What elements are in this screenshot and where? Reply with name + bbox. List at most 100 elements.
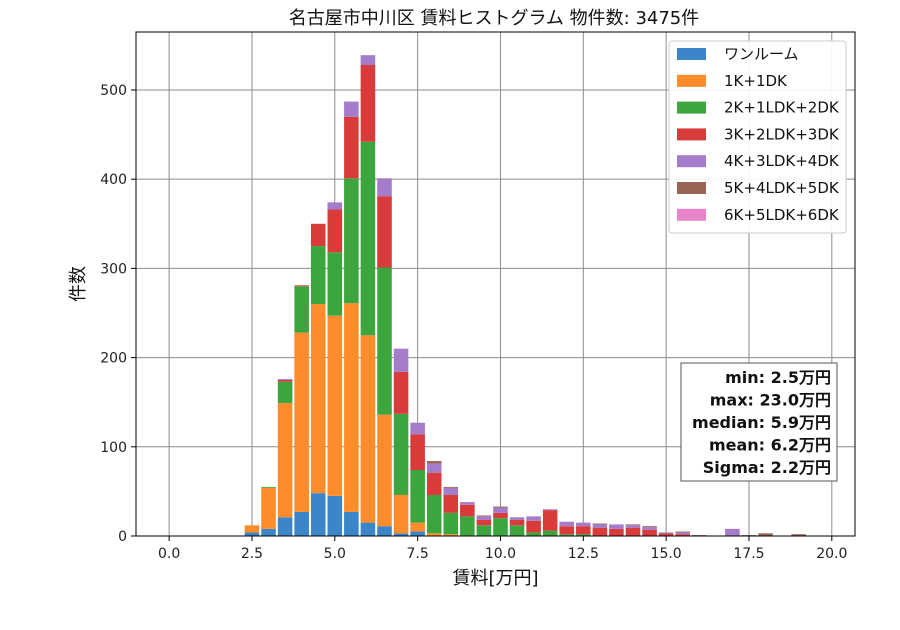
bar-segment-series-3: [576, 526, 591, 535]
bar-segment-series-2: [426, 494, 442, 534]
legend-label: 2K+1LDK+2DK: [724, 99, 840, 117]
bar-segment-series-3: [542, 510, 558, 531]
bar-segment-series-2: [377, 267, 392, 415]
x-tick-label: 7.5: [407, 546, 429, 562]
bar-segment-series-5: [476, 515, 492, 517]
bar-segment-series-4: [443, 487, 459, 495]
y-tick-label: 500: [100, 83, 127, 99]
stats-box: min: 2.5万円 max: 23.0万円 median: 5.9万円 mean: …: [680, 362, 838, 482]
bar-segment-series-1: [426, 533, 442, 536]
x-tick-label: 0.0: [158, 546, 180, 562]
bar-segment-series-3: [393, 371, 409, 414]
bar-segment-series-3: [493, 512, 508, 519]
axis-ticks: 0.0 2.5 5.0 7.5 10.0 12.5 15.0 17.5 20.0 0 100 200 3…: [100, 83, 847, 562]
x-tick-label: 5.0: [324, 546, 346, 562]
x-tick-label: 20.0: [816, 546, 847, 562]
bar-segment-series-3: [360, 65, 376, 142]
bar-segment-series-5: [642, 526, 657, 528]
bar-segment-series-0: [327, 495, 343, 536]
bars: [244, 55, 806, 536]
bar-segment-series-3: [509, 519, 525, 526]
bar-segment-series-3: [460, 504, 475, 517]
bar-segment-series-1: [310, 304, 326, 494]
bar-segment-series-3: [294, 285, 309, 287]
bar-segment-series-1: [410, 522, 425, 532]
bar-segment-series-3: [642, 529, 657, 536]
stats-line: median: 5.9万円: [692, 413, 831, 432]
legend-label: 6K+5LDK+6DK: [724, 206, 840, 224]
legend-label: ワンルーム: [724, 45, 799, 63]
y-tick-label: 400: [100, 172, 127, 188]
bar-segment-series-0: [261, 528, 276, 536]
y-axis-title: 件数: [68, 266, 89, 302]
bar-segment-series-1: [443, 534, 459, 536]
bar-segment-series-2: [393, 413, 409, 495]
bar-segment-series-1: [377, 414, 392, 527]
y-tick-label: 100: [100, 440, 127, 456]
bar-segment-series-3: [344, 116, 359, 179]
y-tick-label: 200: [100, 351, 127, 367]
legend-swatch: [677, 74, 706, 87]
bar-segment-series-1: [393, 494, 409, 534]
bar-segment-series-3: [327, 209, 343, 253]
bar-segment-series-3: [675, 534, 690, 536]
legend-label: 4K+3LDK+4DK: [724, 152, 840, 170]
bar-segment-series-3: [526, 520, 541, 533]
bar-segment-series-1: [360, 335, 376, 523]
bar-segment-series-4: [542, 509, 558, 511]
bar-segment-series-3: [592, 527, 608, 536]
bar-segment-series-2: [310, 246, 326, 305]
bar-segment-series-4: [344, 101, 359, 117]
bar-segment-series-2: [344, 178, 359, 304]
bar-segment-series-4: [559, 521, 575, 527]
legend-box: [668, 40, 847, 234]
bar-segment-series-4: [642, 527, 657, 530]
bar-segment-series-2: [410, 469, 425, 523]
x-tick-label: 17.5: [733, 546, 764, 562]
bar-segment-series-4: [410, 422, 425, 435]
bar-segment-series-4: [625, 525, 641, 528]
bar-segment-series-2: [360, 141, 376, 336]
bar-segment-series-5: [675, 531, 690, 533]
chart-title: 名古屋市中川区 賃料ヒストグラム 物件数: 3475件: [289, 8, 700, 29]
bar-segment-series-4: [675, 532, 690, 535]
bar-segment-series-2: [327, 252, 343, 316]
x-tick-label: 2.5: [241, 546, 263, 562]
bar-segment-series-1: [294, 332, 309, 512]
bar-segment-series-0: [244, 532, 260, 536]
bar-segment-series-0: [377, 526, 392, 536]
y-tick-label: 300: [100, 261, 127, 277]
bar-segment-series-2: [559, 534, 575, 536]
bar-segment-series-1: [344, 303, 359, 512]
bar-segment-series-2: [526, 532, 541, 536]
stats-line: min: 2.5万円: [725, 368, 831, 387]
bar-segment-series-0: [393, 533, 409, 536]
bar-segment-series-5: [791, 534, 806, 536]
bar-segment-series-4: [460, 502, 475, 505]
legend-swatch: [677, 128, 706, 141]
bar-segment-series-5: [758, 533, 773, 536]
bar-segment-series-4: [509, 517, 525, 520]
legend-label: 3K+2LDK+3DK: [724, 125, 840, 143]
bar-segment-series-4: [658, 532, 674, 534]
bar-segment-series-3: [277, 379, 293, 382]
bar-segment-series-2: [294, 286, 309, 333]
bar-segment-series-2: [476, 525, 492, 536]
stats-line: max: 23.0万円: [710, 391, 831, 410]
y-tick-label: 0: [118, 529, 127, 545]
stats-line: mean: 6.2万円: [709, 436, 831, 455]
bar-segment-series-0: [294, 511, 309, 536]
legend-swatch: [677, 208, 706, 221]
bar-segment-series-5: [592, 523, 608, 525]
bar-segment-series-4: [725, 528, 740, 536]
bar-segment-series-4: [493, 507, 508, 513]
bar-segment-series-0: [277, 517, 293, 536]
bar-segment-series-3: [476, 519, 492, 526]
legend: ワンルーム 1K+1DK 2K+1LDK+2DK 3K+2LDK+3DK 4K+3LDK…: [668, 40, 847, 234]
bar-segment-series-2: [576, 534, 591, 536]
bar-segment-series-5: [625, 524, 641, 526]
plot-frame: [135, 31, 856, 537]
bar-segment-series-4: [526, 516, 541, 521]
bar-segment-series-3: [426, 472, 442, 495]
